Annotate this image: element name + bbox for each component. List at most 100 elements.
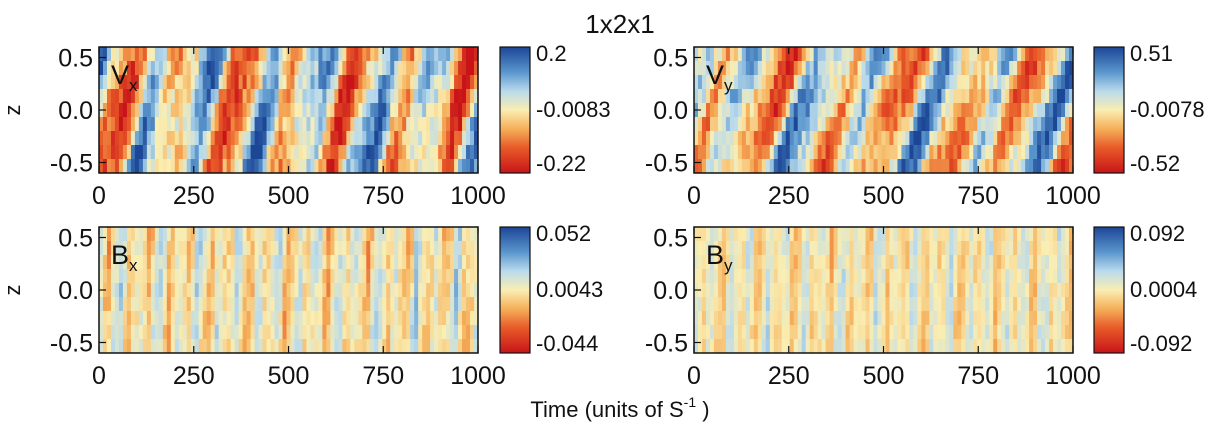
heatmap-cell	[242, 325, 248, 340]
heatmap-cell	[386, 89, 391, 104]
heatmap-cell	[1017, 325, 1022, 340]
heatmap-cell	[989, 241, 994, 256]
heatmap-cell	[150, 283, 156, 298]
heatmap-cell	[138, 297, 144, 312]
heatmap-cell	[945, 283, 950, 298]
heatmap-cell	[1005, 227, 1010, 242]
heatmap-cell	[186, 117, 192, 132]
heatmap-cell	[166, 311, 172, 326]
heatmap-cell	[470, 131, 475, 146]
heatmap-cell	[410, 283, 415, 298]
heatmap-cell	[829, 131, 835, 146]
heatmap-cell	[366, 47, 371, 62]
heatmap-cell	[270, 103, 276, 118]
heatmap-cell	[138, 131, 144, 146]
heatmap-cell	[721, 131, 727, 146]
heatmap-cell	[1025, 283, 1030, 298]
heatmap-cell	[1005, 117, 1010, 132]
heatmap-cell	[226, 227, 232, 242]
heatmap-cell	[422, 283, 427, 298]
heatmap-cell	[801, 297, 807, 312]
heatmap-cell	[857, 75, 863, 90]
heatmap-cell	[717, 227, 723, 242]
heatmap-cell	[973, 89, 978, 104]
heatmap-cell	[350, 117, 355, 132]
heatmap-cell	[174, 61, 180, 76]
heatmap-cell	[418, 75, 423, 90]
heatmap-cell	[861, 131, 867, 146]
heatmap-cell	[370, 103, 375, 118]
heatmap-cell	[130, 47, 136, 62]
heatmap-cell	[330, 145, 335, 160]
heatmap-cell	[422, 311, 427, 326]
heatmap-cell	[194, 117, 200, 132]
heatmap-cell	[745, 159, 751, 173]
heatmap-cell	[190, 283, 196, 298]
heatmap-cell	[370, 283, 375, 298]
heatmap-cell	[150, 255, 156, 270]
heatmap-cell	[302, 269, 308, 284]
heatmap-cell	[761, 75, 767, 90]
heatmap-cell	[270, 227, 276, 242]
heatmap-cell	[394, 255, 399, 270]
heatmap-cell	[849, 283, 855, 298]
heatmap-cell	[178, 131, 184, 146]
heatmap-cell	[765, 339, 771, 353]
heatmap-cell	[789, 255, 795, 270]
heatmap-cell	[394, 227, 399, 242]
heatmap-cell	[969, 131, 974, 146]
heatmap-cell	[1029, 61, 1034, 76]
heatmap-cell	[801, 103, 807, 118]
heatmap-cell	[997, 131, 1002, 146]
heatmap-cell	[701, 75, 707, 90]
heatmap-cell	[993, 283, 998, 298]
heatmap-cell	[378, 255, 383, 270]
heatmap-cell	[326, 311, 331, 326]
heatmap-cell	[338, 61, 343, 76]
heatmap-cell	[773, 159, 779, 173]
heatmap-cell	[358, 297, 363, 312]
heatmap-cell	[961, 297, 966, 312]
heatmap-cell	[418, 269, 423, 284]
heatmap-cell	[454, 311, 459, 326]
heatmap-cell	[694, 89, 699, 104]
heatmap-cell	[414, 283, 419, 298]
heatmap-cell	[454, 255, 459, 270]
heatmap-cell	[366, 241, 371, 256]
heatmap-cell	[957, 145, 962, 160]
heatmap-cell	[154, 75, 160, 90]
heatmap-cell	[338, 311, 343, 326]
heatmap-cell	[422, 241, 427, 256]
heatmap-cell	[310, 255, 316, 270]
heatmap-cell	[729, 339, 735, 353]
heatmap-cell	[114, 47, 120, 62]
heatmap-cell	[893, 89, 899, 104]
heatmap-cell	[398, 131, 403, 146]
heatmap-cell	[1061, 311, 1066, 326]
heatmap-cell	[99, 339, 104, 353]
heatmap-cell	[761, 339, 767, 353]
heatmap-cell	[865, 227, 871, 242]
heatmap-cell	[913, 145, 919, 160]
heatmap-cell	[474, 339, 478, 353]
heatmap-cell	[1045, 227, 1050, 242]
heatmap-cell	[462, 159, 467, 173]
heatmap-cell	[242, 75, 248, 90]
heatmap-cell	[118, 131, 124, 146]
heatmap-cell	[222, 145, 228, 160]
heatmap-cell	[881, 241, 887, 256]
heatmap-cell	[366, 297, 371, 312]
heatmap-cell	[274, 159, 280, 173]
heatmap-cell	[142, 103, 148, 118]
heatmap-cell	[442, 47, 447, 62]
heatmap-cell	[398, 255, 403, 270]
heatmap-cell	[1029, 75, 1034, 90]
heatmap-cell	[745, 325, 751, 340]
heatmap-cell	[450, 75, 455, 90]
heatmap-cell	[254, 159, 260, 173]
heatmap-cell	[346, 325, 351, 340]
heatmap-cell	[182, 255, 188, 270]
heatmap-cell	[282, 159, 288, 173]
heatmap-cell	[817, 269, 823, 284]
heatmap-cell	[877, 75, 883, 90]
